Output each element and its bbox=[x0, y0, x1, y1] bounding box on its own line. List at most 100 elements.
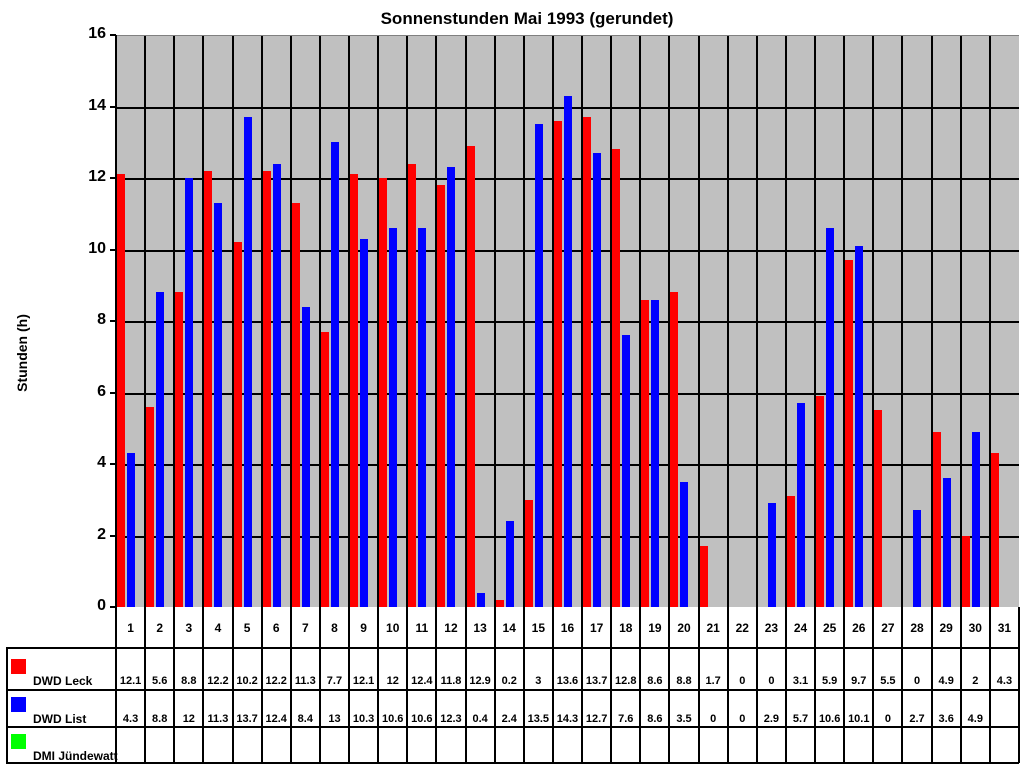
plot-area bbox=[116, 35, 1019, 607]
bar-dwd-list-day-3 bbox=[185, 178, 194, 607]
y-tick-label: 0 bbox=[97, 597, 106, 614]
v-gridline bbox=[144, 36, 147, 607]
table-row-border bbox=[6, 726, 1019, 728]
table-col-border bbox=[755, 607, 758, 763]
table-header-day: 5 bbox=[243, 621, 251, 635]
bar-dwd-leck-day-25 bbox=[816, 396, 825, 607]
y-tick-label: 2 bbox=[97, 525, 106, 543]
bar-dwd-list-day-25 bbox=[826, 228, 835, 607]
table-col-border bbox=[144, 607, 147, 763]
v-gridline bbox=[784, 36, 787, 607]
v-gridline bbox=[318, 36, 321, 607]
table-cell: 11.8 bbox=[440, 675, 462, 687]
table-cell: 13.5 bbox=[527, 713, 550, 725]
table-header-day: 10 bbox=[386, 621, 400, 635]
table-header-day: 27 bbox=[881, 621, 895, 635]
v-gridline bbox=[668, 36, 671, 607]
table-cell: 2.4 bbox=[501, 713, 517, 725]
bar-dwd-list-day-17 bbox=[593, 152, 602, 607]
table-cell: 8.8 bbox=[676, 675, 692, 687]
table-cell: 5.7 bbox=[792, 713, 809, 725]
bar-dwd-leck-day-5 bbox=[233, 242, 242, 607]
table-col-border bbox=[726, 607, 729, 763]
table-col-border bbox=[522, 607, 525, 763]
bar-dwd-list-day-2 bbox=[156, 292, 165, 607]
table-col-border bbox=[581, 607, 584, 763]
y-tick-label: 6 bbox=[97, 382, 106, 400]
table-header-day: 26 bbox=[852, 621, 866, 635]
y-tick-mark bbox=[110, 391, 116, 394]
bar-dwd-list-day-9 bbox=[360, 238, 369, 607]
bar-dwd-list-day-16 bbox=[563, 95, 572, 607]
v-gridline bbox=[406, 36, 409, 607]
v-gridline bbox=[639, 36, 642, 607]
table-header-day: 1 bbox=[127, 621, 134, 635]
table-col-border bbox=[639, 607, 642, 763]
table-col-border bbox=[348, 607, 351, 763]
bar-dwd-leck-day-27 bbox=[874, 410, 883, 607]
y-tick-label: 10 bbox=[88, 239, 106, 257]
table-header-day: 20 bbox=[677, 621, 691, 635]
v-gridline bbox=[348, 36, 351, 607]
bar-dwd-list-day-15 bbox=[534, 124, 543, 607]
bar-dwd-leck-day-14 bbox=[495, 599, 504, 607]
bar-dwd-leck-day-2 bbox=[146, 406, 155, 607]
table-header-day: 6 bbox=[272, 621, 280, 635]
table-cell: 10.1 bbox=[848, 713, 870, 725]
bar-dwd-list-day-6 bbox=[272, 163, 281, 607]
table-col-border bbox=[289, 607, 292, 763]
table-cell: 7.6 bbox=[618, 713, 634, 725]
table-cell: 2 bbox=[972, 675, 979, 687]
table-cell: 10.3 bbox=[352, 713, 375, 725]
table-col-border bbox=[377, 607, 380, 763]
bar-dwd-list-day-18 bbox=[622, 335, 631, 607]
table-header-day: 2 bbox=[156, 621, 164, 635]
table-cell: 7.7 bbox=[326, 675, 343, 687]
table-col-border bbox=[231, 607, 234, 763]
table-col-border bbox=[115, 607, 117, 763]
table-header-day: 29 bbox=[939, 621, 953, 635]
bar-dwd-leck-day-29 bbox=[932, 431, 941, 607]
table-header-day: 3 bbox=[185, 621, 193, 635]
v-gridline bbox=[872, 36, 875, 607]
table-cell: 12.3 bbox=[440, 713, 462, 725]
bar-dwd-list-day-12 bbox=[447, 167, 456, 607]
y-tick-mark bbox=[110, 463, 116, 465]
y-tick-mark bbox=[110, 248, 116, 251]
y-tick-mark bbox=[110, 320, 116, 322]
table-cell: 0.2 bbox=[501, 675, 517, 687]
table-cell: 13.7 bbox=[585, 675, 608, 687]
y-axis-line bbox=[115, 35, 117, 625]
table-cell: 12.8 bbox=[615, 675, 637, 687]
table-col-border bbox=[202, 607, 205, 763]
table-cell: 8.8 bbox=[152, 713, 168, 725]
table-cell: 0 bbox=[710, 713, 717, 725]
legend-swatch-dwd-list bbox=[11, 697, 26, 712]
v-gridline bbox=[843, 36, 846, 607]
bar-dwd-list-day-8 bbox=[330, 142, 339, 607]
bar-dwd-list-day-10 bbox=[389, 228, 398, 607]
bar-dwd-leck-day-15 bbox=[524, 499, 533, 607]
table-cell: 5.6 bbox=[152, 675, 168, 687]
table-cell: 1.7 bbox=[705, 675, 721, 687]
table-cell: 0.4 bbox=[472, 713, 488, 725]
y-tick-label: 16 bbox=[88, 25, 106, 42]
table-col-border bbox=[610, 607, 613, 763]
legend-label-dwd-leck: DWD Leck bbox=[33, 674, 93, 688]
y-tick-mark bbox=[110, 177, 116, 179]
v-gridline bbox=[726, 36, 729, 607]
legend-swatch-dwd-leck bbox=[11, 659, 26, 674]
table-col-border bbox=[318, 607, 321, 763]
table-cell: 10.6 bbox=[411, 713, 433, 725]
table-cell: 5.9 bbox=[822, 675, 838, 687]
table-col-border bbox=[260, 607, 263, 763]
bar-dwd-leck-day-17 bbox=[583, 117, 592, 607]
table-col-border bbox=[551, 607, 554, 763]
bar-dwd-leck-day-13 bbox=[466, 145, 475, 607]
table-cell: 12.2 bbox=[265, 675, 287, 687]
table-header-day: 15 bbox=[531, 621, 546, 635]
bar-dwd-leck-day-1 bbox=[117, 174, 125, 607]
table-cell: 13.6 bbox=[556, 675, 579, 687]
table-col-border bbox=[1018, 607, 1020, 763]
table-col-border bbox=[406, 607, 409, 763]
